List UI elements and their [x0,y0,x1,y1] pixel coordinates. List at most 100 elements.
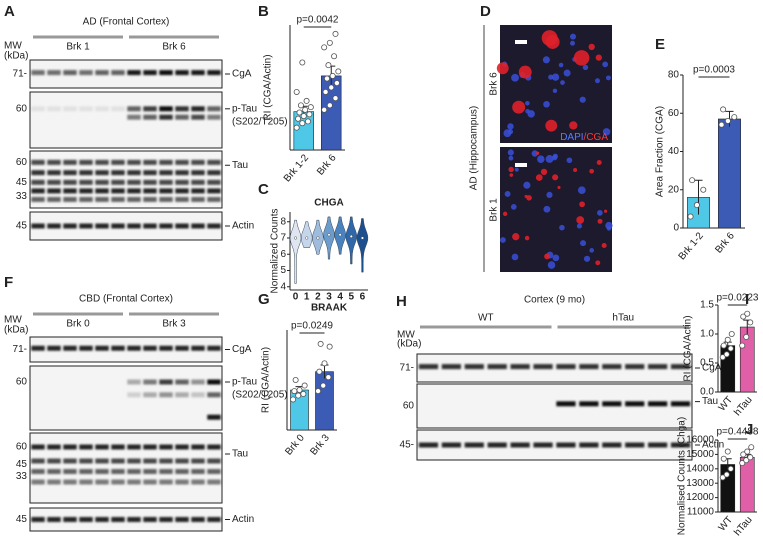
cga-signal [512,233,520,241]
band [579,401,599,407]
y-tick-label: 4 [280,281,286,292]
group-label: Brk 6 [162,42,186,53]
cga-signal [557,185,561,190]
band [127,196,141,202]
nucleus [551,73,560,81]
band [95,479,109,485]
band [47,179,61,185]
band [111,469,125,474]
band [63,479,77,485]
y-axis-label: RI (CGA/Actin) [261,347,272,413]
band [175,469,189,474]
band [63,159,77,165]
data-point [293,124,300,131]
blot-frame [29,507,223,532]
data-point [718,121,725,128]
data-point [290,396,297,403]
panel-letter: G [258,291,270,308]
nucleus [514,167,519,172]
data-point [739,460,746,467]
group-label: WT [478,313,494,324]
cga-signal [535,174,543,181]
band-label: CgA [232,69,252,80]
band [127,479,141,485]
x-tick-label: 2 [315,292,321,303]
band [95,444,109,450]
band-label: CgA [702,363,722,374]
p-value: p=0.0003 [693,65,735,76]
nucleus [560,80,565,85]
x-tick-label: 0 [293,292,299,303]
band [47,106,61,112]
band [441,442,461,448]
band [175,196,189,202]
data-point [321,360,328,367]
cga-signal [596,159,602,165]
band [127,517,141,522]
cga-signal [597,218,603,224]
band [143,479,157,485]
band [207,170,221,176]
band [159,106,173,112]
band [95,170,109,176]
band [648,401,668,407]
band [47,170,61,176]
blot-frame [416,383,693,429]
data-point [296,109,303,116]
data-point [306,111,313,118]
band [127,345,141,351]
band [191,379,205,385]
band [191,458,205,464]
cga-signal [502,211,508,217]
group-label: Brk 3 [162,319,186,330]
median [349,234,353,238]
band [207,479,221,485]
band [63,458,77,464]
mw-marker: 71- [400,363,414,374]
data-point [740,451,747,458]
band [159,479,173,485]
stain-label: DAPI/CGA [560,132,608,143]
data-point [747,454,754,461]
band [127,469,141,474]
band [648,442,668,448]
band [191,159,205,165]
p-value: p=0.0042 [297,15,339,26]
band [79,188,93,194]
band [111,170,125,176]
band [579,442,599,448]
mw-marker: 45 [16,177,28,188]
nucleus [511,253,519,261]
band [111,106,125,112]
data-point [744,448,751,455]
band [143,458,157,464]
y-tick-label: 5 [280,265,286,276]
band [670,442,691,448]
band [95,188,109,194]
band [625,442,645,448]
data-point [723,471,730,478]
x-tick-label: hTau [732,395,754,419]
scale-bar [515,163,527,167]
data-point [315,388,322,395]
violin [289,219,302,284]
nucleus [545,155,554,163]
band [143,469,157,474]
band [31,179,45,185]
band [111,458,125,464]
band [63,444,77,450]
band [47,469,61,474]
band [175,517,189,522]
panel-letter: I [745,291,749,308]
band [111,159,125,165]
nucleus [576,223,582,229]
band [79,196,93,202]
y-tick-label: 15000 [686,449,714,460]
band [175,179,189,185]
data-point [720,342,727,349]
data-point [743,333,750,340]
group-label: hTau [612,313,634,324]
data-point [728,330,735,337]
cga-signal [579,201,585,208]
y-tick-label: 40 [668,146,680,157]
